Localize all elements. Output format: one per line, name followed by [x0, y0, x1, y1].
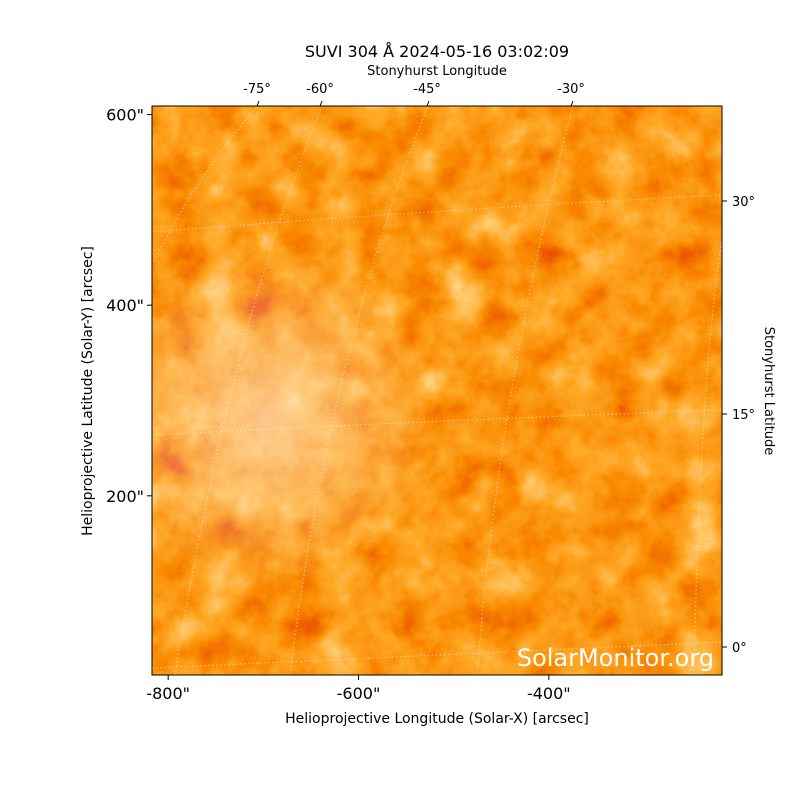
- x-tick-label: -400": [527, 684, 571, 703]
- y-tick-label: 200": [106, 487, 144, 506]
- right-tick-label: 15°: [732, 408, 755, 423]
- right-tick-label: 30°: [732, 195, 755, 210]
- chart-title: SUVI 304 Å 2024-05-16 03:02:09: [305, 42, 569, 61]
- y-tick-label: 400": [106, 296, 144, 315]
- plot-frame: [151, 105, 723, 676]
- y-axis-label: Helioprojective Latitude (Solar-Y) [arcs…: [80, 246, 96, 536]
- x-tick-label: -800": [146, 684, 190, 703]
- top-tick: [256, 100, 260, 107]
- top-axis-label: Stonyhurst Longitude: [367, 64, 507, 79]
- top-tick: [570, 100, 574, 107]
- x-tick-label: -600": [337, 684, 381, 703]
- x-axis-label: Helioprojective Longitude (Solar-X) [arc…: [285, 711, 589, 727]
- top-tick-label: -45°: [413, 82, 441, 97]
- top-tick: [319, 100, 323, 107]
- y-tick-label: 600": [106, 106, 144, 125]
- solar-image: [152, 106, 722, 675]
- top-tick-label: -75°: [243, 82, 271, 97]
- top-tick-label: -60°: [306, 82, 334, 97]
- top-tick-label: -30°: [557, 82, 585, 97]
- right-tick-label: 0°: [732, 641, 747, 656]
- right-axis-label: Stonyhurst Latitude: [761, 327, 776, 456]
- watermark: SolarMonitor.org: [517, 644, 714, 672]
- top-tick: [426, 100, 430, 107]
